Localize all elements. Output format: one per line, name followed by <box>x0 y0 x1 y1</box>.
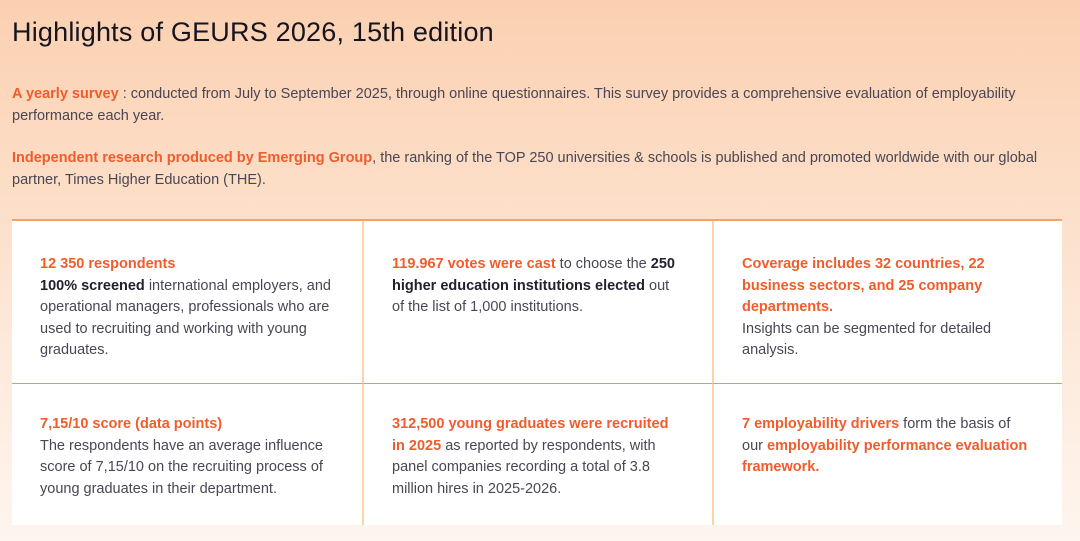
intro-highlight-yearly-survey: A yearly survey <box>12 86 119 102</box>
stat-heading-respondents: 12 350 respondents <box>40 256 176 272</box>
stat-bold-screened: 100% screened <box>40 277 145 294</box>
intro-paragraph-research: Independent research produced by Emergin… <box>12 148 1062 191</box>
intro-text: , the ranking of the TOP 250 universitie… <box>12 150 1038 188</box>
stat-cell-recruited: 312,500 young graduates were recruited i… <box>362 384 712 525</box>
stat-heading-coverage: Coverage includes 32 countries, 22 busin… <box>742 256 985 315</box>
stats-table: 12 350 respondents 100% screened interna… <box>12 219 1062 525</box>
stat-cell-drivers: 7 employability drivers form the basis o… <box>712 384 1062 525</box>
intro-text: : conducted from July to September 2025,… <box>12 86 1016 124</box>
stat-lead-drivers: 7 employability drivers <box>742 416 900 432</box>
page-title: Highlights of GEURS 2026, 15th edition <box>12 17 494 47</box>
intro-highlight-emerging-group: Independent research produced by Emergin… <box>12 150 373 166</box>
stat-lead-votes: 119.967 votes were cast <box>392 256 556 272</box>
stat-tail-framework: employability performance evaluation fra… <box>742 437 1028 476</box>
stat-heading-score: 7,15/10 score (data points) <box>40 416 223 432</box>
stat-lead-recruited: 312,500 young graduates were recruited i… <box>392 416 669 454</box>
stat-cell-score: 7,15/10 score (data points) The responde… <box>12 384 362 525</box>
stat-bold-institutions: 250 higher education institutions electe… <box>392 256 675 294</box>
stat-text-coverage: Insights can be segmented for detailed a… <box>742 320 992 359</box>
stat-text-score: The respondents have an average influenc… <box>40 437 323 497</box>
stat-text-drivers: 7 employability drivers form the basis o… <box>742 416 1028 476</box>
page: Highlights of GEURS 2026, 15th edition A… <box>12 17 1062 525</box>
intro-paragraph-survey: A yearly survey : conducted from July to… <box>12 84 1062 127</box>
stat-cell-votes: 119.967 votes were cast to choose the 25… <box>362 221 712 384</box>
stat-cell-respondents: 12 350 respondents 100% screened interna… <box>12 221 362 384</box>
stat-text-recruited: 312,500 young graduates were recruited i… <box>392 416 669 497</box>
stat-cell-coverage: Coverage includes 32 countries, 22 busin… <box>712 221 1062 384</box>
stat-text-votes: 119.967 votes were cast to choose the 25… <box>392 256 675 315</box>
intro-section: A yearly survey : conducted from July to… <box>12 84 1062 191</box>
stat-text-respondents: 100% screened international employers, a… <box>40 277 331 359</box>
